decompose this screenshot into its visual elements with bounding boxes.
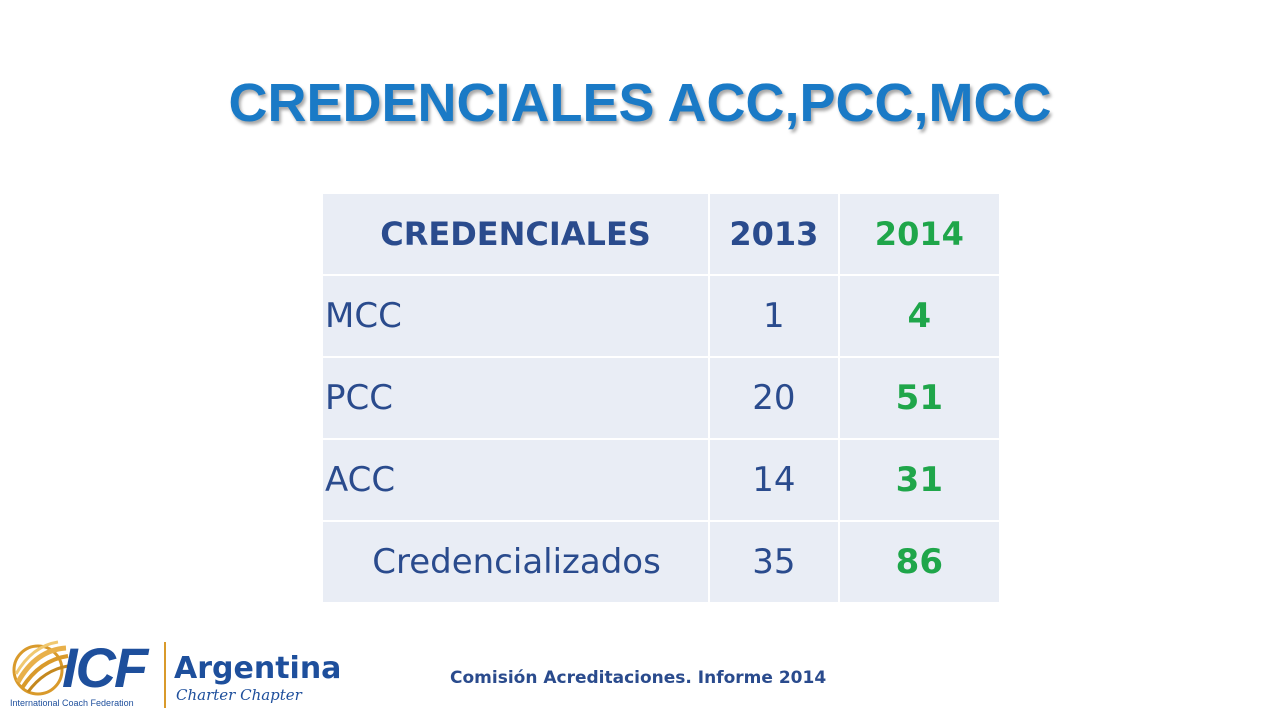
value-2014: 51	[839, 358, 999, 440]
logo-federation: International Coach Federation	[10, 698, 134, 708]
row-label: MCC	[323, 276, 711, 358]
row-label: ACC	[323, 440, 711, 522]
value-2014: 86	[839, 522, 999, 602]
value-2014: 31	[839, 440, 999, 522]
credentials-table: CREDENCIALES 2013 2014 MCC 1 4 PCC 20 51…	[323, 194, 999, 602]
table-header-row: CREDENCIALES 2013 2014	[323, 194, 999, 276]
value-2014: 4	[839, 276, 999, 358]
row-label: Credencializados	[323, 522, 711, 602]
slide-title: CREDENCIALES ACC,PCC,MCC	[228, 73, 1052, 133]
footer-caption: Comisión Acreditaciones. Informe 2014	[450, 668, 827, 688]
table-row: PCC 20 51	[323, 358, 999, 440]
column-header-2014: 2014	[839, 194, 999, 276]
column-header-credenciales: CREDENCIALES	[323, 194, 711, 276]
value-2013: 1	[710, 276, 840, 358]
value-2013: 14	[710, 440, 840, 522]
logo-chapter: Charter Chapter	[176, 686, 302, 704]
table-row-total: Credencializados 35 86	[323, 522, 999, 602]
icf-argentina-logo: ICF International Coach Federation Argen…	[10, 636, 342, 716]
globe-swoosh-icon	[12, 640, 69, 696]
column-header-2013: 2013	[710, 194, 840, 276]
table-row: MCC 1 4	[323, 276, 999, 358]
logo-divider	[164, 642, 166, 708]
value-2013: 35	[710, 522, 840, 602]
value-2013: 20	[710, 358, 840, 440]
table-row: ACC 14 31	[323, 440, 999, 522]
row-label: PCC	[323, 358, 711, 440]
logo-country: Argentina	[174, 651, 342, 686]
logo-brand: ICF	[62, 636, 148, 699]
